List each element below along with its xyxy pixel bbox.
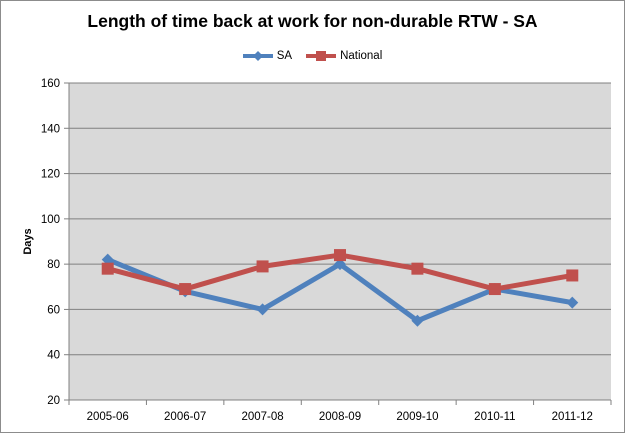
- x-tick-label: 2006-07: [164, 411, 206, 423]
- y-tick-label: 100: [41, 214, 60, 226]
- data-point-national: [256, 260, 269, 273]
- x-tick-label: 2005-06: [87, 411, 129, 423]
- y-axis-title: Days: [22, 228, 34, 254]
- chart-title: Length of time back at work for non-dura…: [87, 11, 538, 31]
- data-point-sa: [101, 253, 114, 266]
- legend-item-national: National: [306, 50, 382, 62]
- chart-legend: SA National: [1, 47, 624, 65]
- y-tick-label: 140: [41, 123, 60, 135]
- data-point-sa: [256, 303, 269, 316]
- data-point-national: [334, 249, 346, 262]
- y-tick-label: 80: [47, 259, 60, 271]
- data-point-sa: [334, 258, 346, 271]
- legend-swatch-sa: [242, 51, 273, 61]
- y-tick-label: 40: [47, 350, 60, 362]
- y-tick-label: 60: [47, 304, 60, 316]
- plot-area: [69, 83, 611, 400]
- x-tick-label: 2009-10: [396, 411, 438, 423]
- legend-item-sa: SA: [242, 50, 293, 62]
- legend-swatch-national: [306, 51, 337, 61]
- data-point-sa: [566, 296, 579, 309]
- x-tick-label: 2011-12: [552, 411, 593, 423]
- data-point-national: [101, 262, 114, 275]
- data-point-national: [566, 269, 579, 282]
- y-tick-label: 120: [41, 169, 60, 181]
- x-tick-label: 2010-11: [474, 411, 515, 423]
- y-tick-label: 160: [41, 78, 60, 90]
- data-point-national: [411, 262, 424, 275]
- data-point-sa: [411, 314, 424, 327]
- legend-label-sa: SA: [276, 50, 293, 62]
- data-point-national: [179, 283, 192, 296]
- legend-label-national: National: [340, 50, 383, 62]
- x-tick-label: 2007-08: [241, 411, 283, 423]
- data-point-national: [488, 283, 501, 296]
- y-tick-label: 20: [47, 395, 60, 407]
- x-tick-label: 2008-09: [319, 411, 361, 423]
